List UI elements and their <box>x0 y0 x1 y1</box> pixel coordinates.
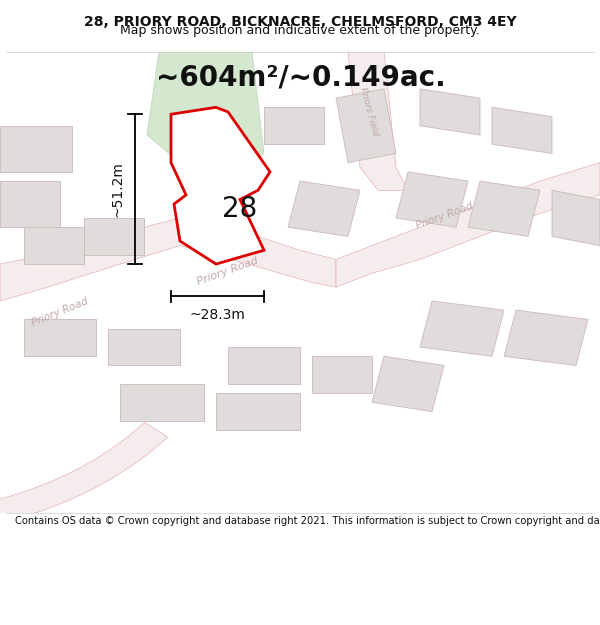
Polygon shape <box>504 310 588 366</box>
Polygon shape <box>264 107 324 144</box>
Polygon shape <box>120 384 204 421</box>
Polygon shape <box>84 218 144 255</box>
Text: ~604m²/~0.149ac.: ~604m²/~0.149ac. <box>156 64 446 91</box>
Text: Priory Road: Priory Road <box>196 255 260 287</box>
Polygon shape <box>336 89 396 162</box>
Text: ~28.3m: ~28.3m <box>190 308 245 322</box>
Polygon shape <box>147 52 264 181</box>
Polygon shape <box>0 218 336 301</box>
Polygon shape <box>0 346 168 536</box>
Polygon shape <box>0 181 60 227</box>
Polygon shape <box>216 393 300 430</box>
Text: 28, PRIORY ROAD, BICKNACRE, CHELMSFORD, CM3 4EY: 28, PRIORY ROAD, BICKNACRE, CHELMSFORD, … <box>83 14 517 29</box>
Polygon shape <box>228 347 300 384</box>
Text: 28: 28 <box>223 195 257 222</box>
Polygon shape <box>108 329 180 366</box>
Text: ~51.2m: ~51.2m <box>110 161 124 217</box>
Polygon shape <box>0 126 72 172</box>
Polygon shape <box>552 190 600 246</box>
Polygon shape <box>492 107 552 153</box>
Polygon shape <box>420 301 504 356</box>
Polygon shape <box>24 227 84 264</box>
Polygon shape <box>348 52 408 190</box>
Polygon shape <box>312 356 372 393</box>
Polygon shape <box>336 162 600 287</box>
Polygon shape <box>24 319 96 356</box>
Text: Priors Field: Priors Field <box>358 87 380 137</box>
Polygon shape <box>171 107 270 264</box>
Polygon shape <box>420 89 480 135</box>
Polygon shape <box>372 356 444 412</box>
Polygon shape <box>468 181 540 236</box>
Polygon shape <box>396 172 468 227</box>
Text: Contains OS data © Crown copyright and database right 2021. This information is : Contains OS data © Crown copyright and d… <box>15 516 600 526</box>
Text: Map shows position and indicative extent of the property.: Map shows position and indicative extent… <box>120 24 480 38</box>
Text: Priory Road: Priory Road <box>414 201 474 231</box>
Polygon shape <box>288 181 360 236</box>
Text: Priory Road: Priory Road <box>31 297 89 328</box>
